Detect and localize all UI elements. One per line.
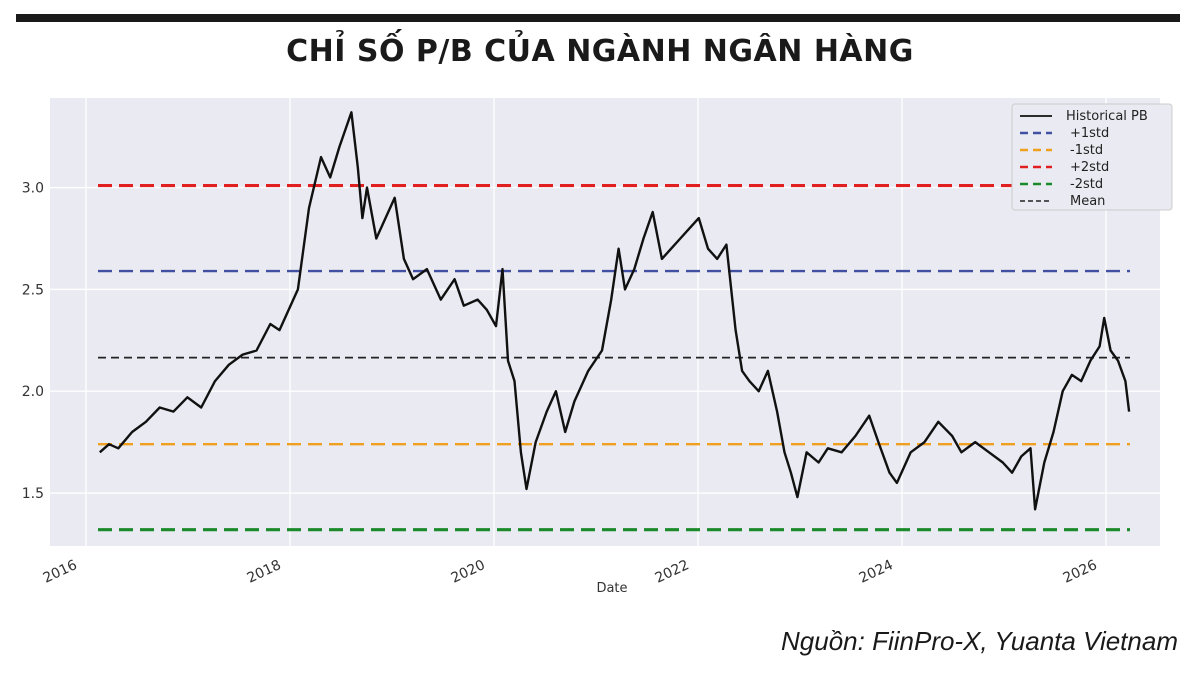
- x-tick-label: 2018: [245, 557, 284, 587]
- page-title: CHỈ SỐ P/B CỦA NGÀNH NGÂN HÀNG: [286, 34, 914, 69]
- legend-label: Mean: [1070, 194, 1105, 209]
- pb-chart: 1.5 2.0 2.5 3.0 2016 2018 2020 2022 2024 2026 Da…: [22, 98, 1173, 596]
- plot-background: [50, 98, 1160, 546]
- series-group: [99, 111, 1131, 511]
- y-tick-label: 2.5: [22, 282, 44, 298]
- y-axis-ticks: 1.5 2.0 2.5 3.0: [22, 181, 44, 502]
- series-line-historical-pb: [99, 111, 1131, 511]
- top-rule: [16, 14, 1180, 22]
- x-tick-label: 2016: [41, 557, 80, 587]
- x-axis-ticks: 2016 2018 2020 2022 2024 2026: [41, 557, 1100, 587]
- x-tick-label: 2024: [857, 557, 896, 587]
- y-tick-label: 2.0: [22, 384, 44, 400]
- legend-label: Historical PB: [1066, 109, 1148, 124]
- plot-area: [50, 98, 1160, 546]
- legend-label: +1std: [1070, 126, 1109, 141]
- legend-label: -1std: [1070, 143, 1103, 158]
- x-axis-label: Date: [596, 581, 627, 596]
- x-tick-label: 2022: [653, 557, 692, 587]
- x-tick-label: 2026: [1061, 557, 1100, 587]
- legend-label: +2std: [1070, 160, 1109, 175]
- legend-label: -2std: [1070, 177, 1103, 192]
- y-tick-label: 1.5: [22, 486, 44, 502]
- reference-lines: [98, 183, 1130, 532]
- source-note: Nguồn: FiinPro-X, Yuanta Vietnam: [781, 626, 1178, 656]
- y-tick-label: 3.0: [22, 181, 44, 197]
- legend[interactable]: Historical PB +1std -1std +2std -2std Mean: [1011, 103, 1173, 211]
- x-tick-label: 2020: [449, 557, 488, 587]
